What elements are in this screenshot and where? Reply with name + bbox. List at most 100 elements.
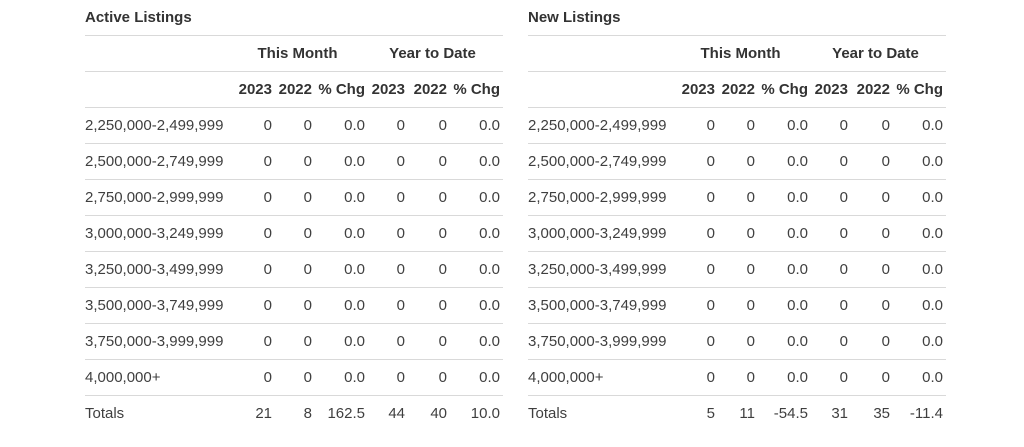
column-header: 2022 <box>278 81 312 98</box>
row-value: 0.0 <box>479 261 500 278</box>
row-value: 0 <box>396 261 405 278</box>
table-row: 2,250,000-2,499,999 0 0 0.0 0 0 0.0 <box>85 108 503 144</box>
row-value: 0 <box>438 117 447 134</box>
row-value: 0.0 <box>787 153 808 170</box>
row-value: 0 <box>881 369 890 386</box>
row-value: 0 <box>839 117 848 134</box>
column-header: 2023 <box>371 81 405 98</box>
column-header: 2022 <box>413 81 447 98</box>
row-label: 2,750,000-2,999,999 <box>528 189 667 206</box>
row-value: 0 <box>303 261 312 278</box>
totals-value: 8 <box>303 405 312 422</box>
row-value: 0 <box>839 261 848 278</box>
row-value: 0 <box>839 333 848 350</box>
column-header: % Chg <box>761 81 808 98</box>
row-value: 0.0 <box>479 153 500 170</box>
row-value: 0 <box>303 153 312 170</box>
row-value: 0 <box>706 261 715 278</box>
row-label: 4,000,000+ <box>85 369 161 386</box>
column-header-row: 2023 2022 % Chg 2023 2022 % Chg <box>528 72 946 108</box>
row-value: 0 <box>263 369 272 386</box>
table-row: 3,250,000-3,499,999 0 0 0.0 0 0 0.0 <box>528 252 946 288</box>
group-header-row: This Month Year to Date <box>528 36 946 72</box>
row-value: 0.0 <box>479 225 500 242</box>
row-value: 0.0 <box>787 261 808 278</box>
group-header-this-month: This Month <box>700 45 781 62</box>
row-label: 3,750,000-3,999,999 <box>528 333 667 350</box>
row-value: 0 <box>706 225 715 242</box>
row-label: 3,750,000-3,999,999 <box>85 333 224 350</box>
row-value: 0 <box>881 153 890 170</box>
column-header: 2023 <box>814 81 848 98</box>
table-row: 3,500,000-3,749,999 0 0 0.0 0 0 0.0 <box>85 288 503 324</box>
row-value: 0.0 <box>787 297 808 314</box>
totals-value: 40 <box>430 405 447 422</box>
row-value: 0 <box>303 189 312 206</box>
row-value: 0.0 <box>344 225 365 242</box>
column-header: 2023 <box>681 81 715 98</box>
row-value: 0.0 <box>787 225 808 242</box>
row-label: 2,750,000-2,999,999 <box>85 189 224 206</box>
row-value: 0 <box>263 333 272 350</box>
row-value: 0 <box>396 117 405 134</box>
row-value: 0.0 <box>922 333 943 350</box>
row-value: 0.0 <box>922 189 943 206</box>
row-value: 0.0 <box>787 189 808 206</box>
row-value: 0.0 <box>479 189 500 206</box>
row-value: 0 <box>263 297 272 314</box>
row-value: 0 <box>396 225 405 242</box>
row-value: 0 <box>839 189 848 206</box>
row-label: 3,000,000-3,249,999 <box>85 225 224 242</box>
active-listings-table: Active Listings This Month Year to Date … <box>85 0 503 447</box>
table-row: 3,000,000-3,249,999 0 0 0.0 0 0 0.0 <box>528 216 946 252</box>
group-header-year-to-date: Year to Date <box>389 45 476 62</box>
table-row: 4,000,000+ 0 0 0.0 0 0 0.0 <box>85 360 503 396</box>
table-row: 3,500,000-3,749,999 0 0 0.0 0 0 0.0 <box>528 288 946 324</box>
totals-value: 21 <box>255 405 272 422</box>
column-header: % Chg <box>318 81 365 98</box>
row-label: 3,250,000-3,499,999 <box>85 261 224 278</box>
row-value: 0 <box>263 117 272 134</box>
row-value: 0 <box>303 369 312 386</box>
row-label: 2,250,000-2,499,999 <box>85 117 224 134</box>
row-value: 0 <box>881 117 890 134</box>
row-value: 0 <box>746 153 755 170</box>
row-value: 0 <box>303 333 312 350</box>
column-header: 2023 <box>238 81 272 98</box>
totals-value: 44 <box>388 405 405 422</box>
column-header: % Chg <box>896 81 943 98</box>
row-value: 0 <box>303 117 312 134</box>
row-value: 0 <box>263 153 272 170</box>
row-value: 0.0 <box>922 117 943 134</box>
table-row: 3,000,000-3,249,999 0 0 0.0 0 0 0.0 <box>85 216 503 252</box>
group-header-this-month: This Month <box>257 45 338 62</box>
row-label: 3,000,000-3,249,999 <box>528 225 667 242</box>
row-value: 0 <box>746 297 755 314</box>
totals-value: 5 <box>706 405 715 422</box>
row-label: 2,500,000-2,749,999 <box>528 153 667 170</box>
row-value: 0.0 <box>479 333 500 350</box>
row-value: 0 <box>881 225 890 242</box>
row-label: 4,000,000+ <box>528 369 604 386</box>
row-value: 0 <box>746 261 755 278</box>
row-value: 0 <box>438 369 447 386</box>
row-value: 0.0 <box>344 189 365 206</box>
row-value: 0 <box>263 225 272 242</box>
column-header: 2022 <box>721 81 755 98</box>
row-value: 0.0 <box>344 261 365 278</box>
row-value: 0.0 <box>344 297 365 314</box>
table-title: New Listings <box>528 0 946 36</box>
row-value: 0 <box>263 189 272 206</box>
row-value: 0.0 <box>922 297 943 314</box>
row-value: 0 <box>746 189 755 206</box>
row-value: 0 <box>396 189 405 206</box>
row-value: 0.0 <box>922 153 943 170</box>
table-row: 2,500,000-2,749,999 0 0 0.0 0 0 0.0 <box>528 144 946 180</box>
row-value: 0 <box>881 333 890 350</box>
row-value: 0 <box>706 117 715 134</box>
row-value: 0.0 <box>479 117 500 134</box>
row-value: 0.0 <box>787 333 808 350</box>
row-value: 0.0 <box>922 261 943 278</box>
row-value: 0 <box>438 297 447 314</box>
